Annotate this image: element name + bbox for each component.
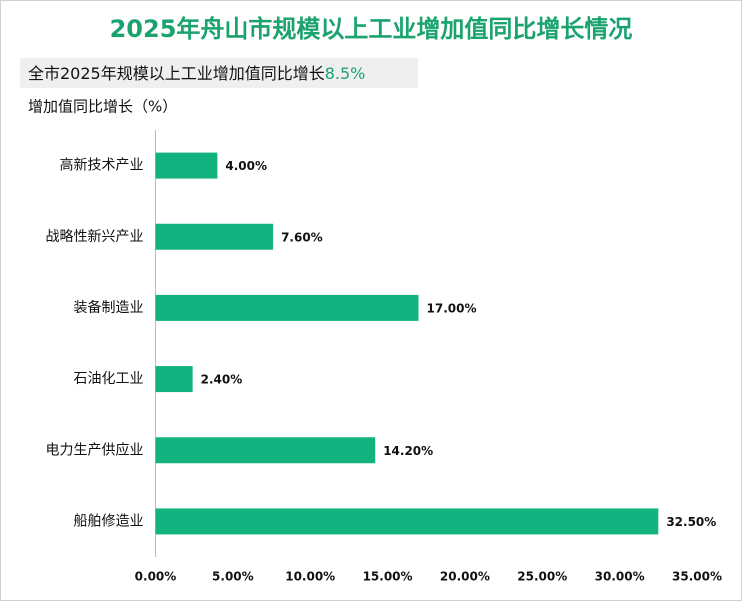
subtitle-box — [20, 58, 418, 88]
y-tick-label: 石油化工业 — [74, 371, 144, 387]
axis-label: 增加值同比增长（%） — [28, 98, 177, 116]
subtitle-text: 全市2025年规模以上工业增加值同比增长 — [28, 64, 325, 83]
value-label: 32.50% — [666, 515, 716, 529]
value-label: 17.00% — [427, 301, 477, 315]
x-tick-label: 25.00% — [517, 570, 567, 584]
x-tick-label: 10.00% — [285, 570, 335, 584]
value-label: 7.60% — [281, 230, 323, 244]
chart-title: 2025年舟山市规模以上工业增加值同比增长情况 — [110, 15, 633, 43]
bar — [155, 294, 419, 321]
value-label: 14.20% — [383, 444, 433, 458]
bar — [155, 152, 218, 179]
y-tick-label: 战略性新兴产业 — [46, 229, 144, 245]
x-tick-label: 5.00% — [212, 570, 254, 584]
bar — [155, 366, 193, 393]
x-tick-label: 0.00% — [135, 570, 177, 584]
y-tick-label: 电力生产供应业 — [46, 441, 144, 458]
y-tick-label: 高新技术产业 — [60, 157, 144, 174]
value-label: 2.40% — [201, 373, 243, 387]
subtitle: 全市2025年规模以上工业增加值同比增长8.5% — [28, 64, 365, 83]
subtitle-highlight: 8.5% — [325, 64, 366, 83]
x-tick-label: 30.00% — [595, 570, 645, 584]
x-tick-label: 20.00% — [440, 570, 490, 584]
value-label: 4.00% — [225, 159, 267, 173]
bar — [155, 437, 376, 464]
x-tick-label: 35.00% — [672, 570, 722, 584]
x-tick-label: 15.00% — [363, 570, 413, 584]
bar — [155, 223, 274, 250]
bar — [155, 508, 659, 535]
y-tick-label: 船舶修造业 — [74, 513, 144, 529]
y-tick-label: 装备制造业 — [74, 299, 144, 316]
